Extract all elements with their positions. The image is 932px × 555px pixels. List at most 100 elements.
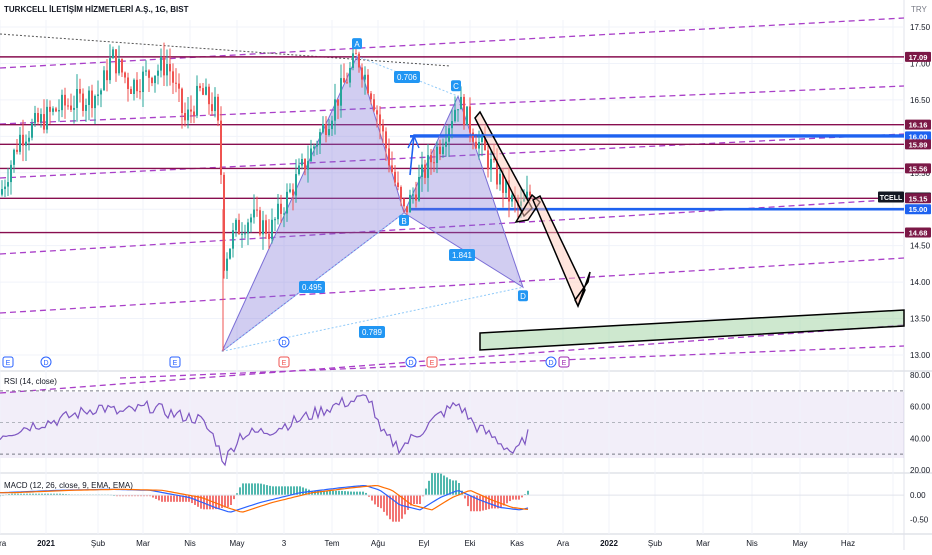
candle-body (76, 89, 78, 108)
price-tag-label: 17.09 (909, 53, 928, 62)
candle-body (37, 113, 39, 123)
price-tag (905, 204, 931, 215)
macd-histogram-bar (404, 495, 406, 515)
macd-histogram-bar (470, 495, 472, 512)
channel-line (0, 85, 905, 125)
candle-body (484, 137, 486, 151)
macd-histogram-bar (380, 495, 382, 509)
macd-histogram-bar (329, 490, 331, 496)
macd-histogram-bar (56, 493, 58, 496)
candle-body (208, 86, 210, 105)
candle-body (205, 86, 207, 95)
price-tag-label: 16.16 (909, 121, 928, 130)
candle-body (34, 113, 36, 124)
x-axis-label: Eki (464, 539, 475, 548)
candle-body (397, 182, 399, 188)
symbol-badge (878, 191, 904, 203)
projection-recovery (574, 271, 591, 308)
candle-body (511, 195, 513, 202)
candle-body (496, 159, 498, 185)
candle-body (292, 189, 294, 196)
candle-body (271, 219, 273, 240)
macd-histogram-bar (488, 495, 490, 510)
macd-histogram-bar (308, 489, 310, 496)
price-tag (905, 119, 931, 130)
price-tag (905, 163, 931, 174)
macd-histogram-bar (209, 495, 211, 510)
channel-line (119, 345, 905, 379)
macd-histogram-bar (290, 486, 292, 496)
candle-body (295, 174, 297, 196)
channel-line (0, 17, 905, 69)
candle-body (4, 186, 6, 190)
candle-body (313, 146, 315, 149)
macd-histogram-bar (275, 486, 277, 496)
price-tag (905, 227, 931, 238)
candle-body (304, 158, 306, 170)
candle-body (196, 85, 198, 116)
candle-body (103, 70, 105, 91)
currency-label: TRY (911, 5, 928, 14)
candle-body (97, 94, 99, 96)
macd-histogram-bar (260, 483, 262, 496)
candle-body (7, 182, 9, 187)
macd-histogram-bar (278, 486, 280, 496)
candle-body (277, 203, 279, 220)
macd-histogram-bar (161, 495, 163, 502)
macd-histogram-bar (443, 475, 445, 496)
macd-histogram-bar (221, 495, 223, 508)
macd-histogram-bar (218, 495, 220, 509)
candle-body (13, 149, 15, 165)
candle-body (199, 85, 201, 89)
macd-histogram-bar (62, 493, 64, 496)
earnings-marker (2, 356, 14, 368)
macd-histogram-bar (185, 495, 187, 502)
candle-body (433, 162, 435, 164)
x-axis-label: 2021 (37, 539, 55, 548)
candle-body (232, 230, 234, 249)
candle-body (526, 191, 528, 199)
rsi-axis-tick: 60.00 (910, 403, 931, 412)
x-axis-label: Ara (0, 539, 7, 548)
macd-histogram-bar (38, 493, 40, 496)
macd-histogram-bar (392, 495, 394, 522)
candle-body (502, 173, 504, 193)
candle-body (424, 164, 426, 178)
candle-body (406, 206, 408, 213)
candle-body (202, 88, 204, 95)
macd-histogram-bar (356, 491, 358, 496)
dividend-marker (40, 356, 52, 368)
x-axis-label: Nis (746, 539, 758, 548)
candle-body (409, 194, 411, 213)
x-axis-label: May (792, 539, 807, 548)
macd-histogram-bar (347, 491, 349, 496)
candle-body (469, 106, 471, 133)
candle-body (169, 64, 171, 72)
candle-body (19, 134, 21, 152)
macd-histogram-bar (434, 473, 436, 496)
x-axis-label: Tem (324, 539, 339, 548)
candle-body (184, 112, 186, 121)
candle-body (370, 93, 372, 100)
candle-body (328, 129, 330, 135)
candle-body (427, 155, 429, 178)
macd-axis-tick: -0.50 (910, 516, 929, 525)
arrow-head (407, 134, 420, 149)
dividend-marker (545, 356, 557, 368)
macd-histogram-bar (65, 494, 67, 496)
target-zone (479, 309, 905, 351)
macd-axis-tick: 0.00 (910, 491, 926, 500)
macd-histogram-bar (386, 495, 388, 516)
candle-body (238, 219, 240, 235)
dividend-marker-label: D (408, 360, 413, 367)
price-axis-tick: 13.50 (910, 315, 931, 324)
x-axis-label: May (229, 539, 244, 548)
macd-histogram-bar (8, 494, 10, 496)
x-axis-label: Eyl (418, 539, 429, 548)
earnings-marker (426, 356, 438, 368)
candle-body (121, 59, 123, 73)
candle-body (31, 123, 33, 138)
macd-histogram-bar (191, 495, 193, 504)
candle-body (322, 123, 324, 133)
